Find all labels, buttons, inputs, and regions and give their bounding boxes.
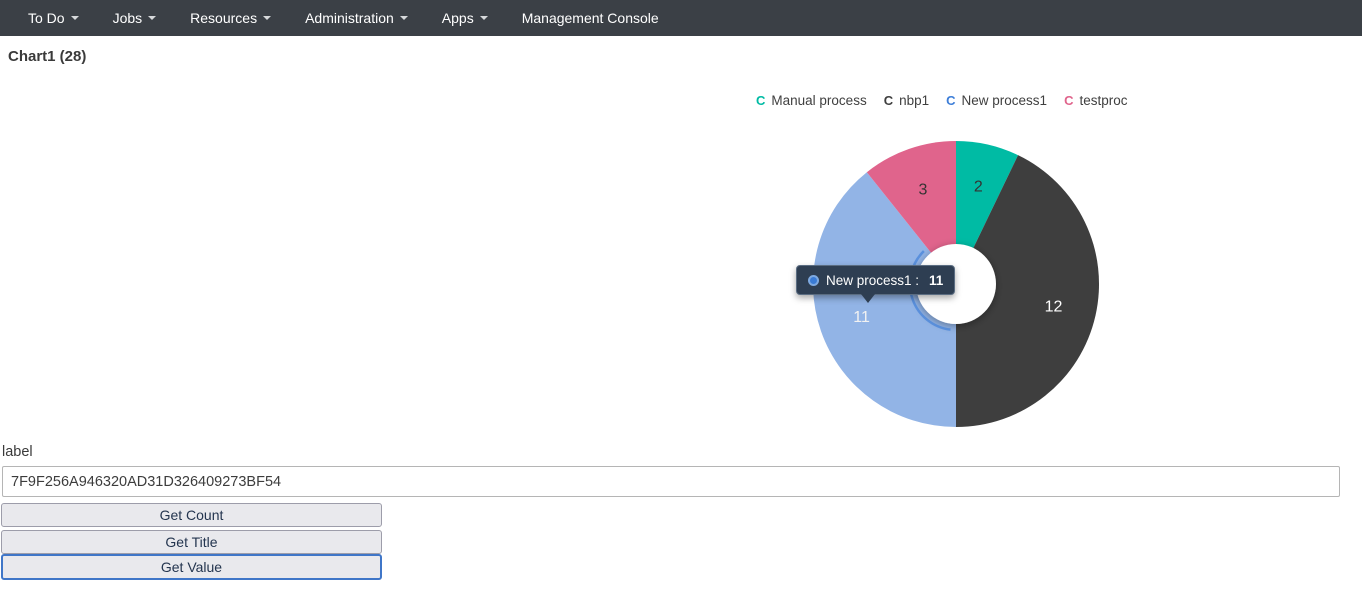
legend-marker-icon: C: [883, 93, 894, 108]
tooltip-value: 11: [929, 272, 944, 288]
donut-chart[interactable]: 2 12 11 3: [806, 134, 1106, 434]
slice-value-label: 12: [1045, 298, 1063, 315]
tooltip-series-dot-icon: [808, 274, 819, 286]
get-title-button[interactable]: Get Title: [1, 530, 382, 554]
nav-item-apps[interactable]: Apps: [425, 0, 505, 36]
label-input[interactable]: [2, 466, 1340, 497]
pie-slice-nbp1[interactable]: [956, 155, 1100, 427]
pie-slice-testproc[interactable]: [866, 141, 956, 284]
slice-value-label: 3: [919, 182, 928, 199]
input-label: label: [2, 444, 33, 460]
top-navbar: To Do Jobs Resources Administration Apps…: [0, 0, 1362, 36]
chart-legend: C Manual process C nbp1 C New process1 C…: [756, 93, 1128, 108]
legend-label: testproc: [1079, 93, 1128, 108]
donut-hole: [916, 244, 996, 324]
get-count-button[interactable]: Get Count: [1, 503, 382, 527]
donut-chart-area: 2 12 11 3 New process1 : 11: [796, 134, 1106, 434]
slice-value-label: 2: [974, 179, 983, 196]
legend-marker-icon: C: [756, 93, 766, 108]
nav-item-resources[interactable]: Resources: [173, 0, 288, 36]
legend-label: New process1: [961, 93, 1048, 108]
pie-slice-new-process1[interactable]: [813, 172, 956, 427]
page-title: Chart1 (28): [8, 48, 87, 65]
legend-item-new-process1[interactable]: C New process1: [946, 93, 1047, 108]
legend-item-nbp1[interactable]: C nbp1: [884, 93, 929, 108]
nav-item-label: Apps: [441, 10, 474, 26]
chart-tooltip: New process1 : 11: [796, 265, 956, 303]
legend-marker-icon: C: [1064, 93, 1074, 108]
legend-item-manual-process[interactable]: C Manual process: [756, 93, 867, 108]
legend-label: nbp1: [899, 93, 930, 108]
slice-hover-highlight-arc: [908, 250, 951, 331]
caret-down-icon: [399, 16, 408, 20]
legend-marker-icon: C: [946, 93, 956, 108]
caret-down-icon: [70, 16, 79, 20]
nav-item-administration[interactable]: Administration: [288, 0, 425, 36]
nav-item-label: Management Console: [521, 10, 659, 26]
get-value-button[interactable]: Get Value: [1, 554, 382, 580]
nav-item-label: To Do: [28, 10, 65, 26]
legend-label: Manual process: [771, 93, 867, 108]
tooltip-tail: [861, 294, 875, 303]
nav-item-label: Administration: [305, 10, 394, 26]
nav-item-label: Resources: [190, 10, 258, 26]
slice-value-label: 11: [853, 309, 870, 326]
tooltip-text: New process1 :: [826, 272, 920, 288]
caret-down-icon: [479, 16, 488, 20]
nav-item-label: Jobs: [112, 10, 143, 26]
nav-item-management-console[interactable]: Management Console: [505, 0, 676, 36]
nav-item-jobs[interactable]: Jobs: [96, 0, 174, 36]
legend-item-testproc[interactable]: C testproc: [1064, 93, 1127, 108]
caret-down-icon: [263, 16, 272, 20]
nav-item-to-do[interactable]: To Do: [11, 0, 96, 36]
caret-down-icon: [148, 16, 157, 20]
